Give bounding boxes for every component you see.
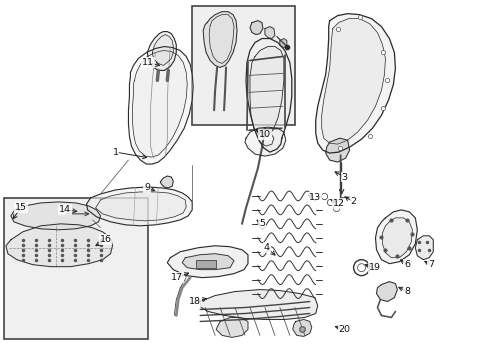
Text: 16: 16: [100, 235, 111, 244]
Polygon shape: [321, 19, 385, 144]
Polygon shape: [244, 127, 285, 156]
Text: 12: 12: [332, 199, 344, 208]
Text: 4: 4: [264, 243, 269, 252]
Text: 13: 13: [308, 193, 320, 202]
Bar: [196, 260, 216, 268]
FancyBboxPatch shape: [4, 198, 148, 339]
Polygon shape: [200, 289, 317, 319]
Polygon shape: [292, 319, 311, 336]
Polygon shape: [11, 202, 101, 230]
Polygon shape: [325, 138, 349, 162]
Text: 8: 8: [404, 287, 409, 296]
Text: 15: 15: [15, 203, 27, 212]
Polygon shape: [152, 35, 173, 66]
Text: 11: 11: [142, 58, 154, 67]
Polygon shape: [160, 176, 173, 188]
Text: 9: 9: [144, 184, 150, 193]
Polygon shape: [86, 187, 192, 226]
Polygon shape: [375, 210, 416, 264]
Polygon shape: [147, 32, 176, 71]
Polygon shape: [279, 39, 286, 48]
Text: 17: 17: [171, 273, 183, 282]
Text: 1: 1: [112, 148, 118, 157]
Polygon shape: [203, 12, 237, 67]
Polygon shape: [128, 46, 193, 164]
Polygon shape: [264, 27, 274, 39]
Polygon shape: [382, 218, 411, 258]
FancyBboxPatch shape: [192, 6, 294, 125]
Polygon shape: [95, 192, 186, 221]
Polygon shape: [6, 224, 112, 267]
Text: 10: 10: [258, 130, 270, 139]
Text: 6: 6: [404, 260, 409, 269]
Text: 3: 3: [341, 172, 347, 181]
Text: 14: 14: [59, 206, 71, 215]
Text: 2: 2: [350, 197, 356, 206]
Text: 20: 20: [338, 325, 350, 334]
Polygon shape: [249, 46, 283, 136]
Polygon shape: [167, 246, 247, 278]
Polygon shape: [315, 14, 395, 153]
Text: 7: 7: [427, 260, 433, 269]
Polygon shape: [182, 254, 234, 270]
Polygon shape: [376, 282, 397, 302]
Text: 18: 18: [189, 297, 201, 306]
Polygon shape: [245, 39, 291, 152]
Text: 19: 19: [368, 263, 380, 272]
Polygon shape: [132, 50, 187, 157]
Polygon shape: [216, 318, 247, 337]
Polygon shape: [414, 236, 432, 260]
Polygon shape: [249, 21, 263, 35]
Text: 5: 5: [259, 219, 264, 228]
